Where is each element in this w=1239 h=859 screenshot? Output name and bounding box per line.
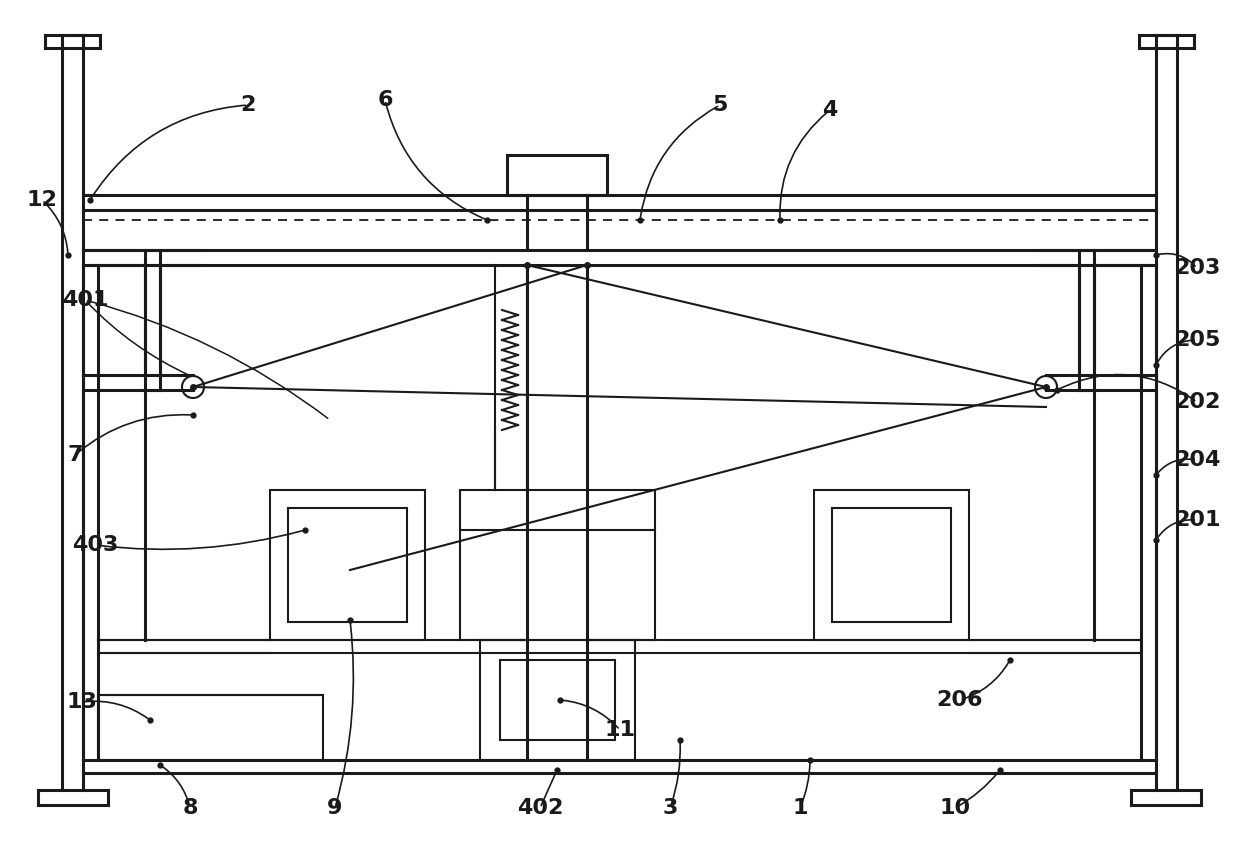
Bar [287, 508, 406, 622]
Bar [270, 490, 425, 640]
Text: 7: 7 [67, 445, 83, 465]
Bar [501, 660, 615, 740]
Text: 10: 10 [939, 798, 970, 818]
Text: 204: 204 [1173, 450, 1220, 470]
Text: 5: 5 [712, 95, 727, 115]
Text: 9: 9 [327, 798, 343, 818]
Bar [460, 490, 655, 530]
Text: 1: 1 [792, 798, 808, 818]
Text: 201: 201 [1173, 510, 1220, 530]
Bar [833, 508, 952, 622]
Text: 401: 401 [62, 290, 108, 310]
Text: 8: 8 [182, 798, 198, 818]
Text: 205: 205 [1173, 330, 1220, 350]
Bar [98, 695, 323, 760]
Text: 6: 6 [377, 90, 393, 110]
Text: 2: 2 [240, 95, 255, 115]
Text: 3: 3 [663, 798, 678, 818]
Bar [814, 490, 969, 640]
Text: 202: 202 [1173, 392, 1220, 412]
Text: 206: 206 [937, 690, 984, 710]
Text: 402: 402 [517, 798, 564, 818]
Text: 12: 12 [26, 190, 57, 210]
Text: 13: 13 [67, 692, 98, 712]
Bar [479, 640, 636, 760]
Bar [507, 155, 607, 195]
Text: 4: 4 [823, 100, 838, 120]
Text: 403: 403 [72, 535, 118, 555]
Text: 11: 11 [605, 720, 636, 740]
Text: 203: 203 [1173, 258, 1220, 278]
